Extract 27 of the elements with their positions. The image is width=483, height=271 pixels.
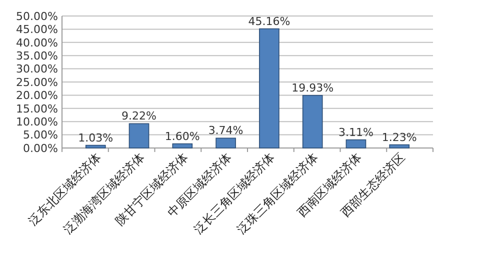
y-tick-label: 50.00% [16, 10, 58, 23]
y-tick-label: 15.00% [16, 102, 58, 116]
bar [128, 123, 150, 148]
y-tick-label: 35.00% [16, 49, 58, 62]
data-label: 1.60% [164, 130, 200, 143]
bar [259, 28, 280, 148]
y-tick-label: 40.00% [16, 36, 58, 50]
data-label: 3.74% [208, 124, 244, 138]
data-label: 3.11% [338, 126, 374, 139]
bar [85, 144, 106, 148]
bar [302, 94, 323, 148]
y-tick-label: 20.00% [16, 89, 58, 102]
data-label: 45.16% [248, 14, 290, 28]
data-label: 1.23% [382, 130, 417, 144]
y-tick-label: 0.00% [23, 142, 58, 155]
bar [172, 143, 193, 148]
bar [216, 138, 236, 148]
data-label: 1.03% [78, 131, 114, 144]
y-tick-label: 45.00% [16, 23, 58, 36]
bar [346, 139, 366, 148]
y-tick-label: 30.00% [16, 62, 58, 76]
data-label: 19.93% [292, 81, 334, 94]
y-tick-label: 10.00% [16, 115, 58, 128]
y-tick-label: 25.00% [16, 76, 58, 89]
data-label: 9.22% [122, 110, 156, 123]
bar [389, 144, 410, 148]
y-tick-label: 5.00% [23, 128, 58, 142]
